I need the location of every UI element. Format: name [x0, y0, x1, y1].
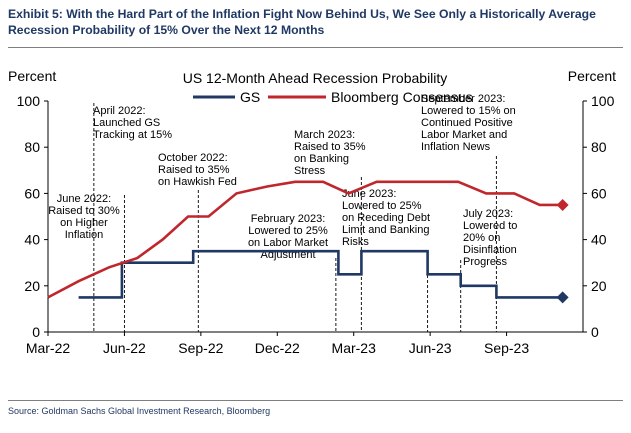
annotation-line: Raised to 30%: [48, 205, 120, 217]
y-tick-label-right: 60: [591, 185, 607, 201]
annotation-line: September 2023:: [421, 93, 505, 105]
x-tick-label: Jun-22: [103, 340, 146, 356]
annotation-line: Lowered to 15% on: [421, 105, 516, 117]
annotation-line: Inflation News: [421, 141, 491, 153]
series-line-bloomberg: [47, 180, 563, 299]
annotation-line: Raised to 35%: [294, 141, 366, 153]
annotation-line: on Banking: [294, 153, 349, 165]
annotation-text: March 2023: Raised to 35% on Banking Stress: [294, 129, 366, 177]
annotation-line: Disinflation: [463, 244, 517, 256]
annotation-line: on Receding Debt: [342, 212, 430, 224]
y-tick-label-right: 20: [591, 278, 607, 294]
annotation-text: February 2023: Lowered to 25% on Labor Mar…: [248, 213, 328, 261]
annotation-line: April 2022:: [93, 105, 146, 117]
top-rule: [8, 47, 623, 48]
annotation-line: on Labor Market: [248, 237, 328, 249]
y-tick-label-right: 40: [591, 232, 607, 248]
annotation-text: September 2023: Lowered to 15% on Continue…: [421, 93, 516, 153]
x-tick-label: Jun-23: [409, 340, 452, 356]
chart-title: US 12-Month Ahead Recession Probability: [183, 70, 448, 86]
annotation-line: March 2023:: [294, 129, 355, 141]
annotation-line: Limit and Banking: [342, 224, 429, 236]
annotation-line: Lowered to 25%: [342, 200, 422, 212]
annotation-text: April 2022: Launched GS Tracking at 15%: [93, 105, 172, 141]
annotation-line: on Hawkish Fed: [158, 176, 237, 188]
bottom-rule: [8, 400, 623, 401]
x-tick-label: Sep-22: [178, 340, 223, 356]
annotation-line: Risks: [342, 236, 369, 248]
annotation-text: July 2023: Lowered to 20% on Disinflation Pr…: [463, 208, 517, 268]
y-tick-label-right: 80: [591, 139, 607, 155]
annotation-line: Inflation: [65, 229, 104, 241]
annotation-text: October 2022: Raised to 35% on Hawkish Fed: [158, 152, 237, 188]
legend-label: GS: [240, 89, 260, 105]
x-tick-label: Mar-23: [332, 340, 377, 356]
exhibit-title: Exhibit 5: With the Hard Part of the Inf…: [8, 7, 596, 37]
series-end-marker: [556, 198, 569, 211]
annotation-text: June 2022: Raised to 30% on Higher Inflatio…: [48, 193, 120, 241]
x-tick-label: Mar-22: [26, 340, 71, 356]
annotation-line: Lowered to: [463, 220, 517, 232]
y-tick-label-left: 60: [24, 185, 40, 201]
source-note: Source: Goldman Sachs Global Investment …: [8, 406, 271, 416]
y-tick-label-right: 100: [591, 93, 615, 109]
annotation-line: Labor Market and: [421, 129, 507, 141]
annotation-line: February 2023:: [251, 213, 326, 225]
annotation-line: Progress: [463, 256, 508, 268]
y-axis-title-right: Percent: [568, 68, 616, 84]
y-tick-label-left: 0: [32, 324, 40, 340]
x-tick-label: Dec-22: [255, 340, 300, 356]
x-tick-label: Sep-23: [484, 340, 529, 356]
annotation-text: June 2023: Lowered to 25% on Receding Debt…: [342, 188, 430, 248]
series-end-marker: [556, 291, 569, 304]
annotation-line: Lowered to 25%: [248, 225, 328, 237]
y-tick-label-left: 40: [24, 232, 40, 248]
y-tick-label-right: 0: [591, 324, 599, 340]
annotation-line: Stress: [294, 165, 326, 177]
y-axis-title-left: Percent: [8, 68, 56, 84]
chart-legend: GS Bloomberg Consensus: [193, 89, 473, 105]
annotation-line: Tracking at 15%: [93, 129, 172, 141]
chart-axes: 0 0 20 20 40 40 60 60 80 80 100 100 Percent Percent US…: [8, 68, 616, 356]
legend-label: Bloomberg Consensus: [331, 89, 473, 105]
annotation-line: June 2022:: [57, 193, 111, 205]
series-line-gs: [78, 249, 563, 299]
y-tick-label-left: 80: [24, 139, 40, 155]
annotation-line: 20% on: [463, 232, 500, 244]
annotation-line: Continued Positive: [421, 117, 513, 129]
annotation-line: on Higher: [60, 217, 108, 229]
annotation-line: July 2023:: [463, 208, 513, 220]
annotation-line: October 2022:: [158, 152, 228, 164]
chart-series: [47, 180, 569, 304]
y-tick-label-left: 100: [17, 93, 41, 109]
y-tick-label-left: 20: [24, 278, 40, 294]
annotation-line: Raised to 35%: [158, 164, 230, 176]
annotation-line: Launched GS: [93, 117, 160, 129]
